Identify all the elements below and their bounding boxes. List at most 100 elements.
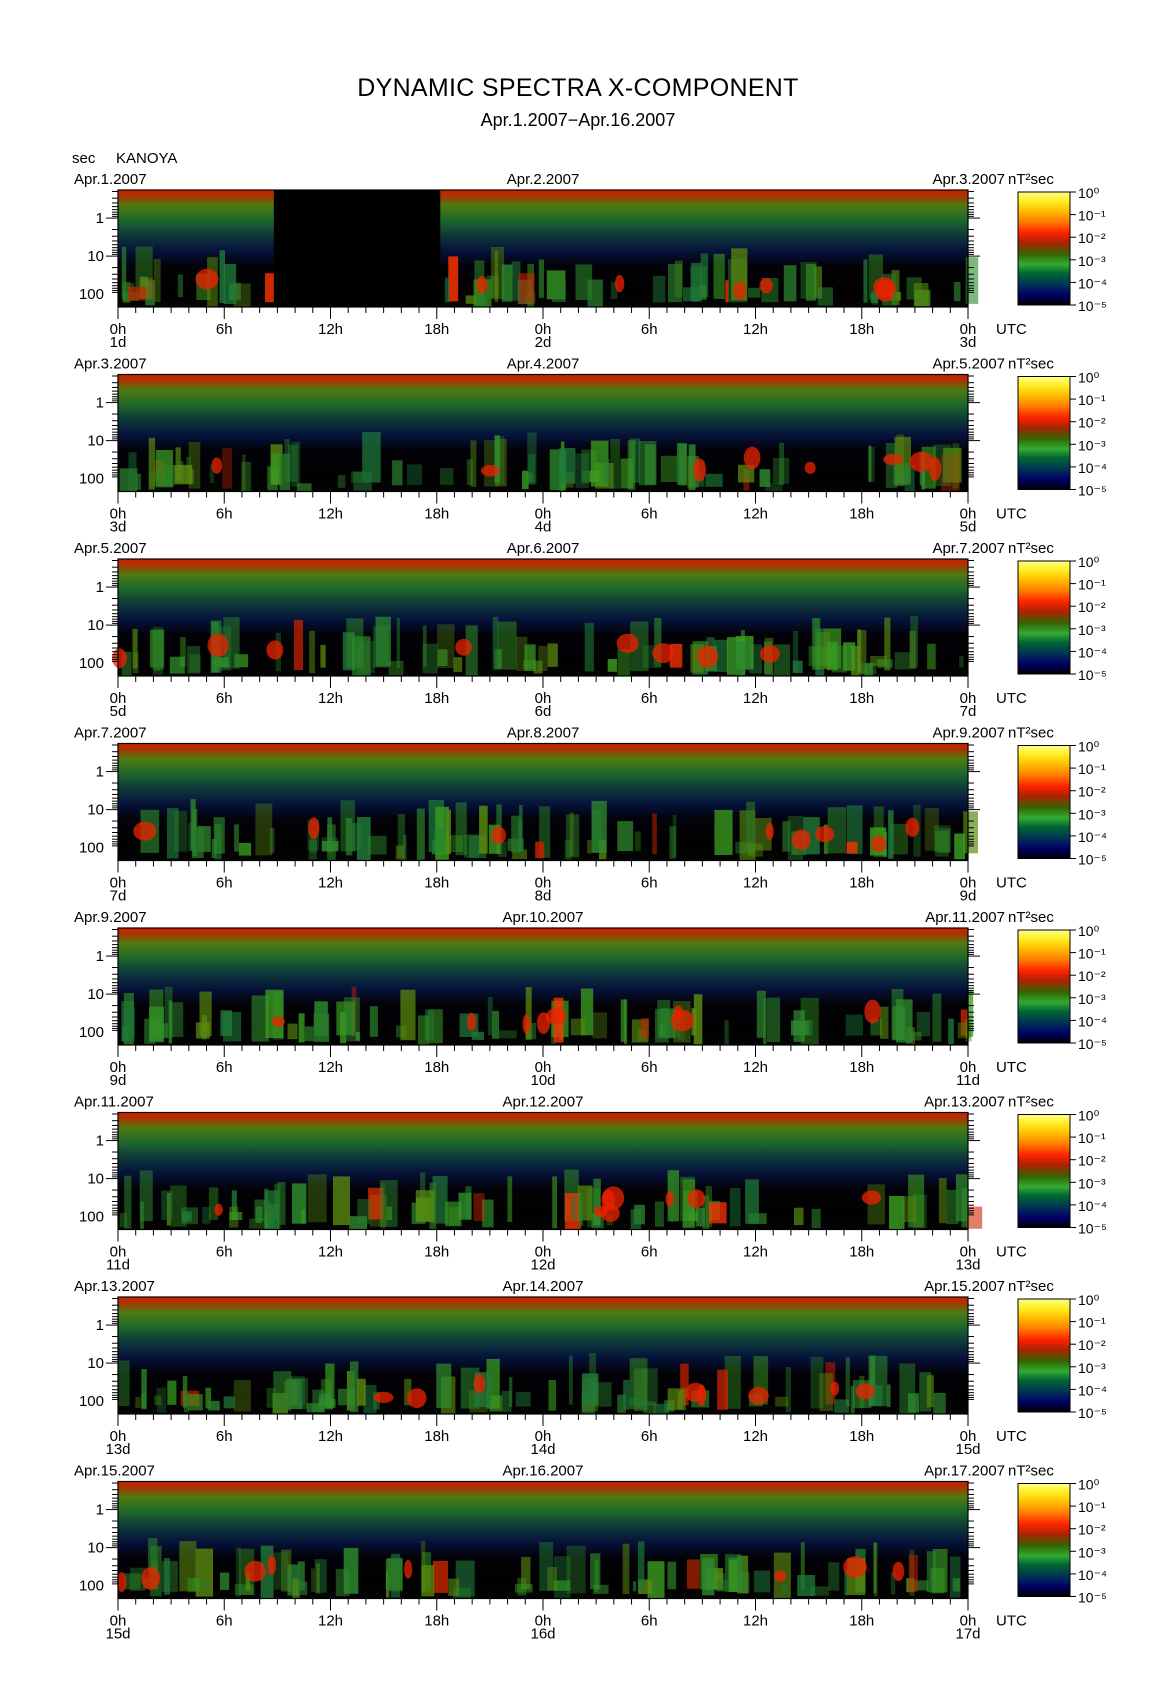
colorbar-tick-label: 10⁻² <box>1078 784 1106 800</box>
spectral-activity <box>222 448 233 489</box>
spectral-activity <box>584 622 594 672</box>
spectral-activity <box>357 1378 366 1406</box>
day-label: 2d <box>535 334 552 351</box>
spectral-activity <box>702 1195 710 1229</box>
spectral-activity <box>699 285 707 300</box>
spectral-activity <box>396 618 400 669</box>
panel-right-date: Apr.3.2007 <box>932 171 1005 188</box>
spectral-activity <box>943 447 962 483</box>
spectral-activity <box>345 818 353 856</box>
x-tick-label: 18h <box>424 1428 449 1445</box>
colorbar <box>1017 1483 1071 1597</box>
spectral-activity <box>266 1388 276 1408</box>
spectral-activity <box>592 1012 608 1039</box>
spectral-peak <box>407 1388 427 1408</box>
spectral-activity <box>667 1388 686 1411</box>
panel-mid-date: Apr.10.2007 <box>503 909 584 926</box>
spectral-activity <box>357 1199 372 1224</box>
colorbar-tick-label: 10⁰ <box>1078 923 1100 939</box>
spectral-activity <box>638 441 657 486</box>
spectral-activity <box>525 987 532 1040</box>
spectral-activity <box>437 649 448 666</box>
spectral-activity <box>368 835 387 855</box>
x-axis-label: UTC <box>996 1428 1027 1445</box>
spectral-activity <box>846 841 858 854</box>
colorbar <box>1017 191 1071 306</box>
spectral-activity <box>797 1575 816 1596</box>
spectral-activity <box>174 464 193 485</box>
x-axis-label: UTC <box>996 690 1027 707</box>
spectral-activity <box>121 651 132 676</box>
x-tick-label: 6h <box>641 1244 658 1261</box>
spectral-activity <box>132 652 139 674</box>
colorbar-unit-label: nT²sec <box>1008 909 1054 926</box>
spectral-activity <box>355 1031 360 1041</box>
spectral-activity <box>492 1010 499 1039</box>
panel-right-date: Apr.17.2007 <box>924 1463 1005 1480</box>
day-label: 7d <box>110 888 127 905</box>
spectral-activity <box>691 262 702 302</box>
spectral-peak <box>207 633 229 657</box>
spectral-activity <box>514 1584 533 1593</box>
colorbar-tick-label: 10⁻³ <box>1078 622 1106 638</box>
spectral-activity <box>368 1187 384 1220</box>
colorbar-tick-label: 10⁻⁵ <box>1078 298 1107 314</box>
spectral-activity <box>909 630 916 669</box>
spectral-activity <box>884 617 891 671</box>
spectral-activity <box>316 1563 320 1594</box>
spectral-activity <box>868 445 872 482</box>
spectral-activity <box>814 266 822 299</box>
spectral-activity <box>886 1384 891 1408</box>
spectral-activity <box>593 1584 609 1594</box>
y-tick-label: 10 <box>87 1540 104 1557</box>
spectral-peak <box>652 643 675 663</box>
y-tick-label: 100 <box>79 1024 104 1041</box>
spectral-activity <box>652 275 666 303</box>
spectral-activity <box>307 1174 327 1223</box>
colorbar-tick-label: 10⁻⁵ <box>1078 1221 1107 1237</box>
spectral-activity <box>223 617 240 669</box>
x-tick-label: 6h <box>216 321 233 338</box>
day-label: 9d <box>960 888 977 905</box>
x-tick-label: 12h <box>743 506 768 523</box>
spectral-activity <box>497 621 517 670</box>
spectral-activity <box>808 646 828 667</box>
colorbar-tick-label: 10⁻² <box>1078 415 1106 431</box>
spectral-activity <box>141 1369 147 1410</box>
spectral-activity <box>524 644 536 671</box>
spectral-activity <box>547 1567 557 1591</box>
colorbar-tick-label: 10⁻⁴ <box>1078 460 1107 476</box>
spectral-activity <box>785 1367 791 1413</box>
spectrogram-image <box>118 1112 968 1230</box>
spectral-activity <box>174 810 188 852</box>
spectral-activity <box>680 1363 689 1406</box>
spectral-activity <box>919 1372 932 1412</box>
x-tick-label: 6h <box>641 321 658 338</box>
spectral-peak <box>693 458 706 482</box>
spectral-activity <box>640 1018 650 1038</box>
spectral-activity <box>501 264 513 302</box>
spectral-activity <box>844 1570 848 1596</box>
spectral-activity <box>819 1373 834 1411</box>
spectral-activity <box>582 470 589 484</box>
spectral-activity <box>249 1218 267 1229</box>
x-tick-label: 6h <box>216 875 233 892</box>
spectral-activity <box>444 277 450 303</box>
spectral-activity <box>193 1578 207 1589</box>
panel-right-date: Apr.7.2007 <box>932 540 1005 557</box>
spectral-activity <box>528 454 536 485</box>
spectral-activity <box>782 821 791 852</box>
spectral-activity <box>179 1541 197 1592</box>
spectral-activity <box>659 1025 666 1036</box>
spectral-activity <box>415 1190 435 1223</box>
spectral-activity <box>553 1580 571 1591</box>
spectral-activity <box>885 443 898 488</box>
spectral-activity <box>961 1188 968 1228</box>
spectral-activity <box>477 295 488 307</box>
spectral-activity <box>219 250 225 303</box>
colorbar-tick-label: 10⁻⁵ <box>1078 1405 1107 1421</box>
spectral-activity <box>954 833 966 860</box>
spectral-activity <box>156 1387 167 1413</box>
y-tick-label: 10 <box>87 1171 104 1188</box>
spectral-activity <box>548 1379 557 1411</box>
